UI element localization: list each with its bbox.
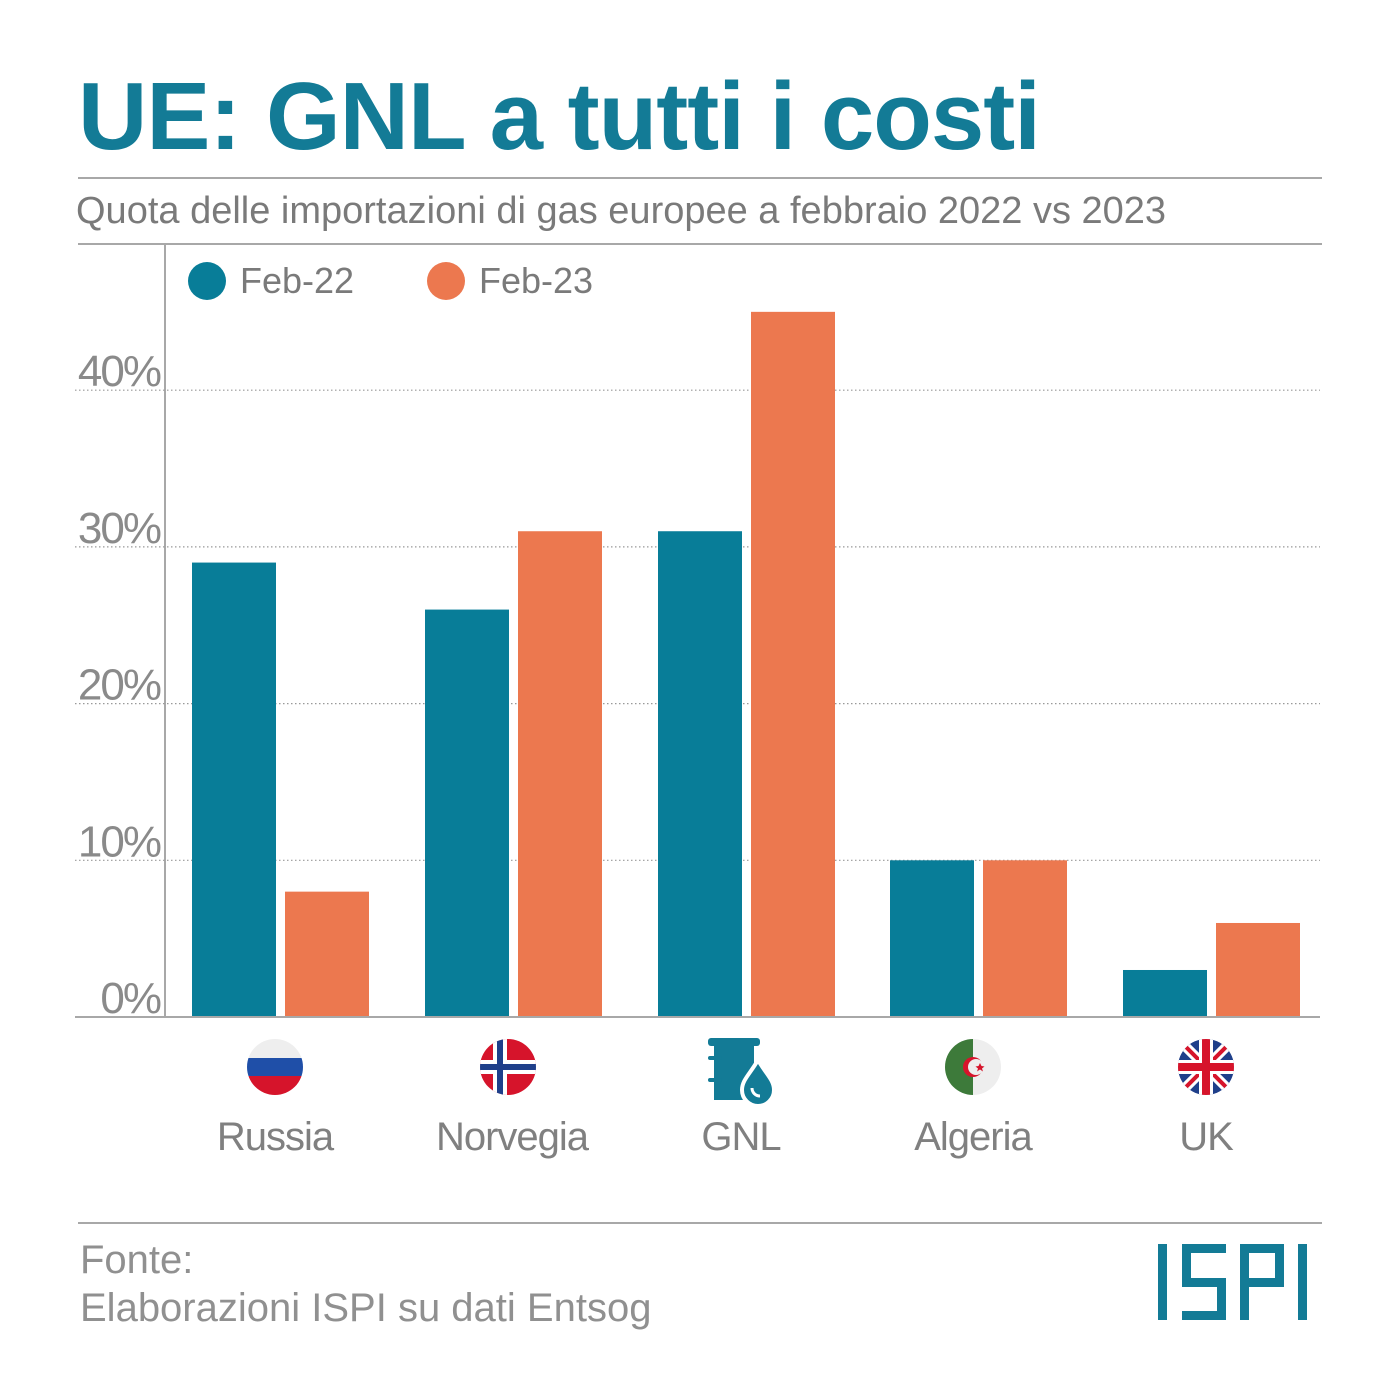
- category-label: UK: [1179, 1115, 1234, 1159]
- legend-label: Feb-22: [240, 260, 355, 301]
- legend-item-feb22: Feb-22: [188, 260, 354, 302]
- legend-item-feb23: Feb-23: [427, 260, 593, 302]
- chart-subtitle: Quota delle importazioni di gas europee …: [76, 190, 1167, 232]
- category-label: Norvegia: [435, 1115, 589, 1159]
- footer-divider: [78, 1222, 1322, 1224]
- bar-feb-23-russia: [285, 891, 369, 1017]
- russia-flag-icon: [247, 1039, 303, 1095]
- y-tick-label: 0%: [100, 974, 160, 1023]
- category-label: GNL: [701, 1115, 781, 1159]
- bar-feb-23-norvegia: [518, 531, 602, 1017]
- subtitle-divider: [78, 243, 1322, 245]
- y-tick-label: 30%: [78, 504, 161, 553]
- bar-feb-23-algeria: [983, 860, 1067, 1017]
- algeria-flag-icon: [945, 1039, 1001, 1095]
- legend-label: Feb-23: [479, 260, 594, 301]
- bar-feb-22-russia: [192, 562, 276, 1017]
- legend-swatch-feb22: [188, 262, 226, 300]
- bar-feb-22-algeria: [890, 860, 974, 1017]
- bar-feb-22-gnl: [658, 531, 742, 1017]
- y-tick-label: 20%: [78, 661, 161, 710]
- category-label: Algeria: [914, 1115, 1033, 1159]
- title-divider: [78, 177, 1322, 179]
- bar-feb-22-uk: [1123, 969, 1207, 1017]
- bar-feb-23-gnl: [751, 311, 835, 1018]
- chart-title: UE: GNL a tutti i costi: [78, 63, 1041, 170]
- source-label: Fonte:: [80, 1238, 194, 1282]
- legend-swatch-feb23: [427, 262, 465, 300]
- lng-barrel-drop-icon: [708, 1038, 776, 1104]
- y-tick-label: 10%: [78, 817, 161, 866]
- uk-flag-icon: [1178, 1039, 1234, 1095]
- source-text: Elaborazioni ISPI su dati Entsog: [80, 1286, 652, 1330]
- y-tick-label: 40%: [78, 347, 161, 396]
- bar-feb-22-norvegia: [425, 609, 509, 1017]
- category-label: Russia: [216, 1115, 334, 1159]
- norway-flag-icon: [480, 1039, 536, 1095]
- bar-feb-23-uk: [1216, 922, 1300, 1017]
- ispi-logo: [1158, 1244, 1307, 1320]
